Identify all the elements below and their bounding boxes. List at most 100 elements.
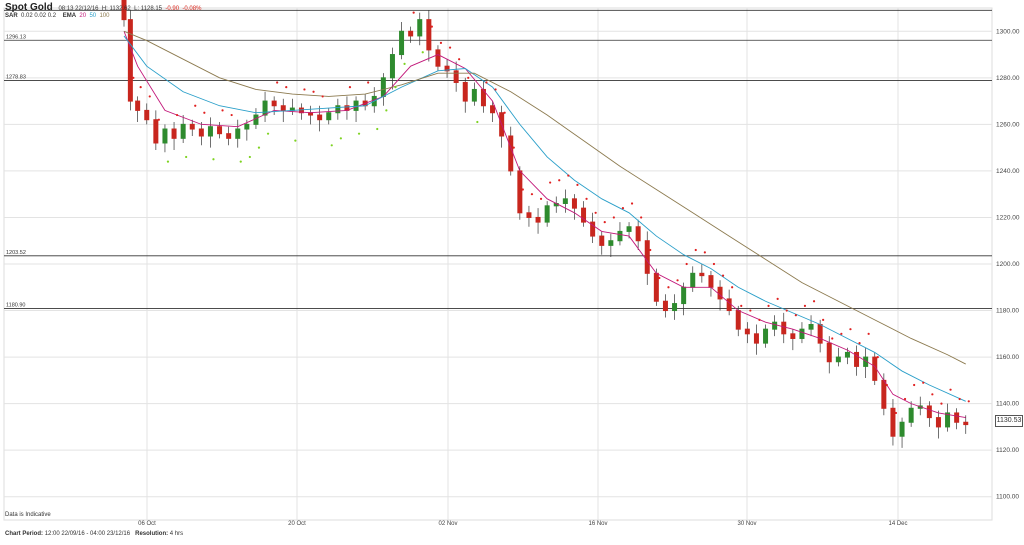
candle-body: [162, 128, 168, 144]
candle-body: [672, 303, 678, 312]
header-change: -0.90: [165, 6, 180, 12]
sar-dot: [694, 248, 697, 252]
ema-period-20: 20: [79, 13, 87, 19]
sar-dot: [758, 318, 761, 321]
sar-dot: [803, 304, 807, 307]
sar-dot: [485, 81, 488, 84]
candle-body: [644, 240, 650, 274]
candle-body: [127, 19, 133, 102]
candle-body: [562, 198, 568, 204]
sar-dot: [630, 202, 634, 205]
sar-dot: [132, 76, 135, 79]
candle-body: [353, 100, 359, 111]
candle-body: [298, 107, 304, 114]
candle-body: [945, 412, 951, 428]
candle-body: [453, 70, 459, 83]
sar-dot: [494, 88, 497, 91]
sar-dot: [439, 41, 443, 45]
sar-dot: [376, 127, 379, 131]
y-tick-label: 1140.00: [996, 401, 1019, 408]
sar-dot: [685, 262, 688, 266]
candle-body: [217, 126, 223, 135]
candle-body: [635, 226, 641, 242]
candle-body: [653, 272, 659, 302]
sar-dot: [812, 300, 816, 303]
instrument-title: Spot Gold: [5, 2, 53, 13]
chart-footer: Chart Period: 12:00 22/09/16 - 04:00 23/…: [5, 531, 183, 537]
y-tick-label: 1300.00: [996, 28, 1020, 35]
y-tick-label: 1280.00: [996, 75, 1020, 82]
candle-body: [226, 133, 232, 139]
ema-line-100: [123, 30, 966, 365]
sar-dot: [339, 137, 342, 140]
chart-period-label: Chart Period:: [5, 531, 44, 537]
x-tick-label: 06 Oct: [138, 521, 156, 527]
level-label: 1180.90: [6, 302, 25, 308]
sar-dot: [922, 381, 925, 384]
candle-body: [799, 328, 805, 339]
indicative-note: Data is Indicative: [5, 512, 51, 518]
sar-dot: [612, 216, 615, 219]
ema-label[interactable]: EMA: [62, 13, 77, 19]
sar-dot: [949, 388, 952, 391]
sar-dot: [567, 174, 570, 177]
candle-body: [571, 198, 577, 209]
candle-body: [681, 286, 687, 305]
candle-body: [744, 328, 750, 335]
y-tick-label: 1240.00: [996, 168, 1020, 175]
sar-dot: [740, 304, 743, 307]
candle-body: [144, 109, 150, 121]
candle-body: [844, 351, 850, 358]
candle-body: [854, 351, 860, 367]
sar-dot: [248, 155, 251, 159]
candle-body: [699, 272, 705, 277]
candle-body: [335, 105, 341, 114]
candle-body: [954, 412, 960, 423]
y-tick-label: 1220.00: [996, 214, 1020, 221]
x-tick-label: 16 Nov: [588, 521, 607, 527]
y-tick-label: 1180.00: [996, 308, 1019, 315]
sar-dot: [831, 337, 834, 340]
sar-dot: [603, 221, 606, 224]
sar-dot: [776, 297, 779, 301]
candle-body: [935, 417, 941, 428]
sar-dot: [794, 314, 797, 317]
candle-body: [526, 212, 532, 218]
sar-dot: [958, 397, 961, 401]
candle-body: [326, 112, 332, 121]
candle-body: [444, 65, 450, 72]
sar-dot: [731, 286, 734, 289]
sar-dot: [658, 276, 661, 280]
sar-dot: [203, 111, 206, 114]
sar-dot: [285, 86, 288, 89]
sar-dot: [967, 400, 970, 403]
sar-dot: [348, 86, 352, 89]
x-tick-label: 14 Dec: [888, 521, 907, 527]
candle-body: [280, 105, 286, 111]
sar-dot: [858, 342, 861, 345]
sar-dot: [239, 160, 242, 163]
sar-dot: [894, 411, 898, 415]
sar-dot: [367, 81, 370, 84]
sar-dot: [931, 393, 934, 396]
candle-body: [926, 405, 932, 419]
sar-dot: [621, 207, 625, 210]
sar-dot: [867, 332, 870, 335]
candle-body: [763, 328, 769, 344]
candle-body: [480, 88, 486, 107]
sar-dot: [185, 155, 188, 159]
sar-dot: [721, 274, 725, 277]
sar-dot: [785, 309, 788, 312]
candle-body: [198, 128, 204, 137]
candle-body: [189, 123, 195, 130]
sar-dot: [913, 383, 916, 387]
sar-dot: [312, 90, 315, 93]
sar-dot: [649, 248, 652, 252]
candle-body: [490, 105, 496, 114]
sar-dot: [403, 62, 406, 65]
sar-dot: [594, 211, 597, 214]
sar-label[interactable]: SAR: [5, 13, 18, 19]
candle-body: [544, 205, 550, 223]
